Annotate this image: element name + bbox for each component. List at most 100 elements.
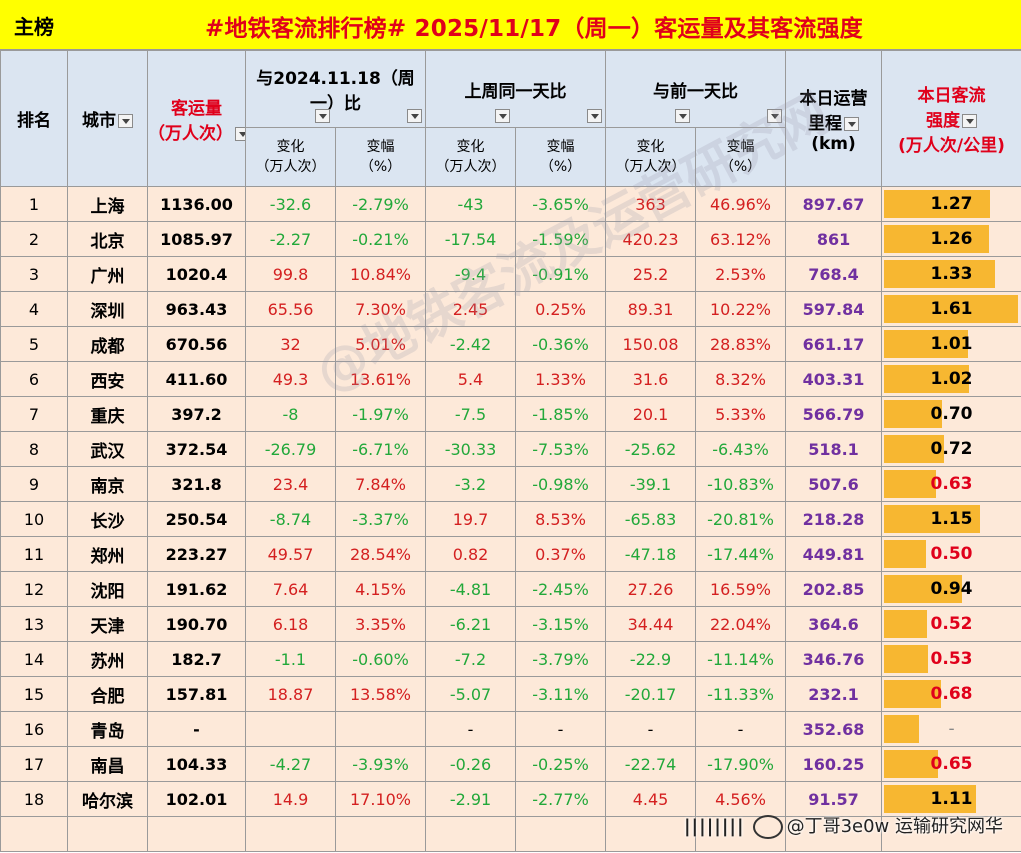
intensity-databar: [884, 225, 990, 253]
table-row: 7 重庆 397.2 -8 -1.97% -7.5 -1.85% 20.1 5.33% 566.7…: [0, 396, 1021, 432]
cell-dod-pct: 5.33%: [695, 396, 787, 432]
cell-wow-change: -9.4: [425, 256, 517, 292]
cell-dod-pct: -11.14%: [695, 641, 787, 677]
cell-dod-pct: 16.59%: [695, 571, 787, 607]
filter-dropdown-icon[interactable]: [407, 109, 423, 123]
header-rank: 排名: [0, 50, 68, 187]
cell-dod-change: 25.2: [605, 256, 697, 292]
cell-city: 哈尔滨: [67, 781, 148, 817]
intensity-databar: [884, 575, 963, 603]
cell-mileage: 202.85: [785, 571, 883, 607]
cell-volume: -: [147, 711, 246, 747]
filter-dropdown-icon[interactable]: [118, 114, 133, 128]
header-volume: 客运量 （万人次）: [147, 50, 246, 187]
cell-yoy-change: -32.6: [245, 186, 336, 222]
cell-rank: 2: [0, 221, 68, 257]
table-row: 8 武汉 372.54 -26.79 -6.71% -30.33 -7.53% -25.62-…: [0, 431, 1021, 467]
table-row: 12 沈阳 191.62 7.64 4.15% -4.81 -2.45% 27.26 16.59…: [0, 571, 1021, 607]
cell-dod-pct: -17.90%: [695, 746, 787, 782]
intensity-value: 0.70: [930, 404, 973, 424]
cell-volume: 372.54: [147, 431, 246, 467]
table-row: 13 天津 190.70 6.18 3.35% -6.21 -3.15% 34.44 22.04…: [0, 606, 1021, 642]
filter-dropdown-icon[interactable]: [962, 114, 978, 128]
cell-dod-change: 420.23: [605, 221, 697, 257]
filter-dropdown-icon[interactable]: [844, 116, 860, 131]
empty-row: [0, 816, 1021, 852]
filter-dropdown-icon[interactable]: [495, 109, 511, 123]
cell-yoy-change: -8.74: [245, 501, 336, 537]
cell-wow-pct: -: [515, 711, 607, 747]
cell-yoy-change: 6.18: [245, 606, 336, 642]
cell-city: 长沙: [67, 501, 148, 537]
cell-mileage: 661.17: [785, 326, 883, 362]
cell-wow-change: -7.5: [425, 396, 517, 432]
cell-yoy-pct: 5.01%: [334, 326, 427, 362]
filter-dropdown-icon[interactable]: [675, 109, 691, 123]
cell-volume: 250.54: [147, 501, 246, 537]
cell-yoy-change: 99.8: [245, 256, 336, 292]
cell-intensity: 1.11: [881, 781, 1021, 817]
cell-rank: 15: [0, 676, 68, 712]
intensity-databar: [884, 435, 945, 463]
cell-wow-change: -6.21: [425, 606, 517, 642]
cell-city: 郑州: [67, 536, 148, 572]
cell-dod-pct: 22.04%: [695, 606, 787, 642]
cell-city: 苏州: [67, 641, 148, 677]
cell-wow-pct: -3.65%: [515, 186, 607, 222]
cell-volume: 397.2: [147, 396, 246, 432]
intensity-databar: [884, 365, 970, 393]
cell-city: 南昌: [67, 746, 148, 782]
table-row: 6 西安 411.60 49.3 13.61% 5.4 1.33% 31.6 8.32% 403.…: [0, 361, 1021, 397]
table-row: 2 北京 1085.97 -2.27 -0.21% -17.54 -1.59% 420.23 6…: [0, 221, 1021, 257]
cell-wow-pct: -0.25%: [515, 746, 607, 782]
cell-dod-pct: 10.22%: [695, 291, 787, 327]
empty-cell: [0, 816, 68, 852]
cell-mileage: 403.31: [785, 361, 883, 397]
intensity-value: 1.27: [930, 194, 973, 214]
cell-wow-change: -: [425, 711, 517, 747]
cell-volume: 411.60: [147, 361, 246, 397]
page-title: #地铁客流排行榜# 2025/11/17（周一）客运量及其客流强度: [205, 16, 863, 42]
cell-city: 天津: [67, 606, 148, 642]
cell-intensity: 1.01: [881, 326, 1021, 362]
intensity-value: 1.02: [930, 369, 973, 389]
title-bar: 主榜 #地铁客流排行榜# 2025/11/17（周一）客运量及其客流强度: [0, 0, 1021, 50]
cell-dod-change: 89.31: [605, 291, 697, 327]
cell-intensity: 1.02: [881, 361, 1021, 397]
header-city: 城市: [67, 50, 148, 187]
cell-dod-pct: -20.81%: [695, 501, 787, 537]
intensity-databar: [884, 260, 996, 288]
cell-dod-change: -22.74: [605, 746, 697, 782]
cell-intensity: 0.70: [881, 396, 1021, 432]
cell-dod-change: -22.9: [605, 641, 697, 677]
intensity-databar: [884, 470, 937, 498]
cell-intensity: 0.72: [881, 431, 1021, 467]
filter-dropdown-icon[interactable]: [235, 126, 245, 141]
cell-rank: 5: [0, 326, 68, 362]
cell-yoy-change: 18.87: [245, 676, 336, 712]
cell-yoy-change: 23.4: [245, 466, 336, 502]
cell-dod-pct: 2.53%: [695, 256, 787, 292]
cell-yoy-change: 7.64: [245, 571, 336, 607]
cell-wow-pct: -1.85%: [515, 396, 607, 432]
signature: |||||||| @丁哥3e0w 运输研究网华: [683, 815, 1003, 839]
cell-yoy-pct: 13.61%: [334, 361, 427, 397]
cell-mileage: 518.1: [785, 431, 883, 467]
header-row-sub: 变化 （万人次） 变幅 （%） 变化 （万人次） 变幅 （%） 变化 （万人次） 变幅 （%…: [1, 127, 1021, 187]
cell-yoy-pct: 4.15%: [334, 571, 427, 607]
cell-rank: 3: [0, 256, 68, 292]
filter-dropdown-icon[interactable]: [315, 109, 331, 123]
cell-wow-pct: 0.25%: [515, 291, 607, 327]
filter-dropdown-icon[interactable]: [587, 109, 603, 123]
cell-volume: 104.33: [147, 746, 246, 782]
intensity-value: 0.72: [930, 439, 973, 459]
intensity-databar: [884, 505, 981, 533]
cell-mileage: 566.79: [785, 396, 883, 432]
intensity-value: 1.11: [930, 789, 973, 809]
filter-dropdown-icon[interactable]: [767, 109, 783, 123]
cell-mileage: 897.67: [785, 186, 883, 222]
empty-cell: [334, 816, 427, 852]
intensity-databar: [884, 190, 991, 218]
cell-dod-change: -: [605, 711, 697, 747]
empty-cell: [605, 816, 697, 852]
